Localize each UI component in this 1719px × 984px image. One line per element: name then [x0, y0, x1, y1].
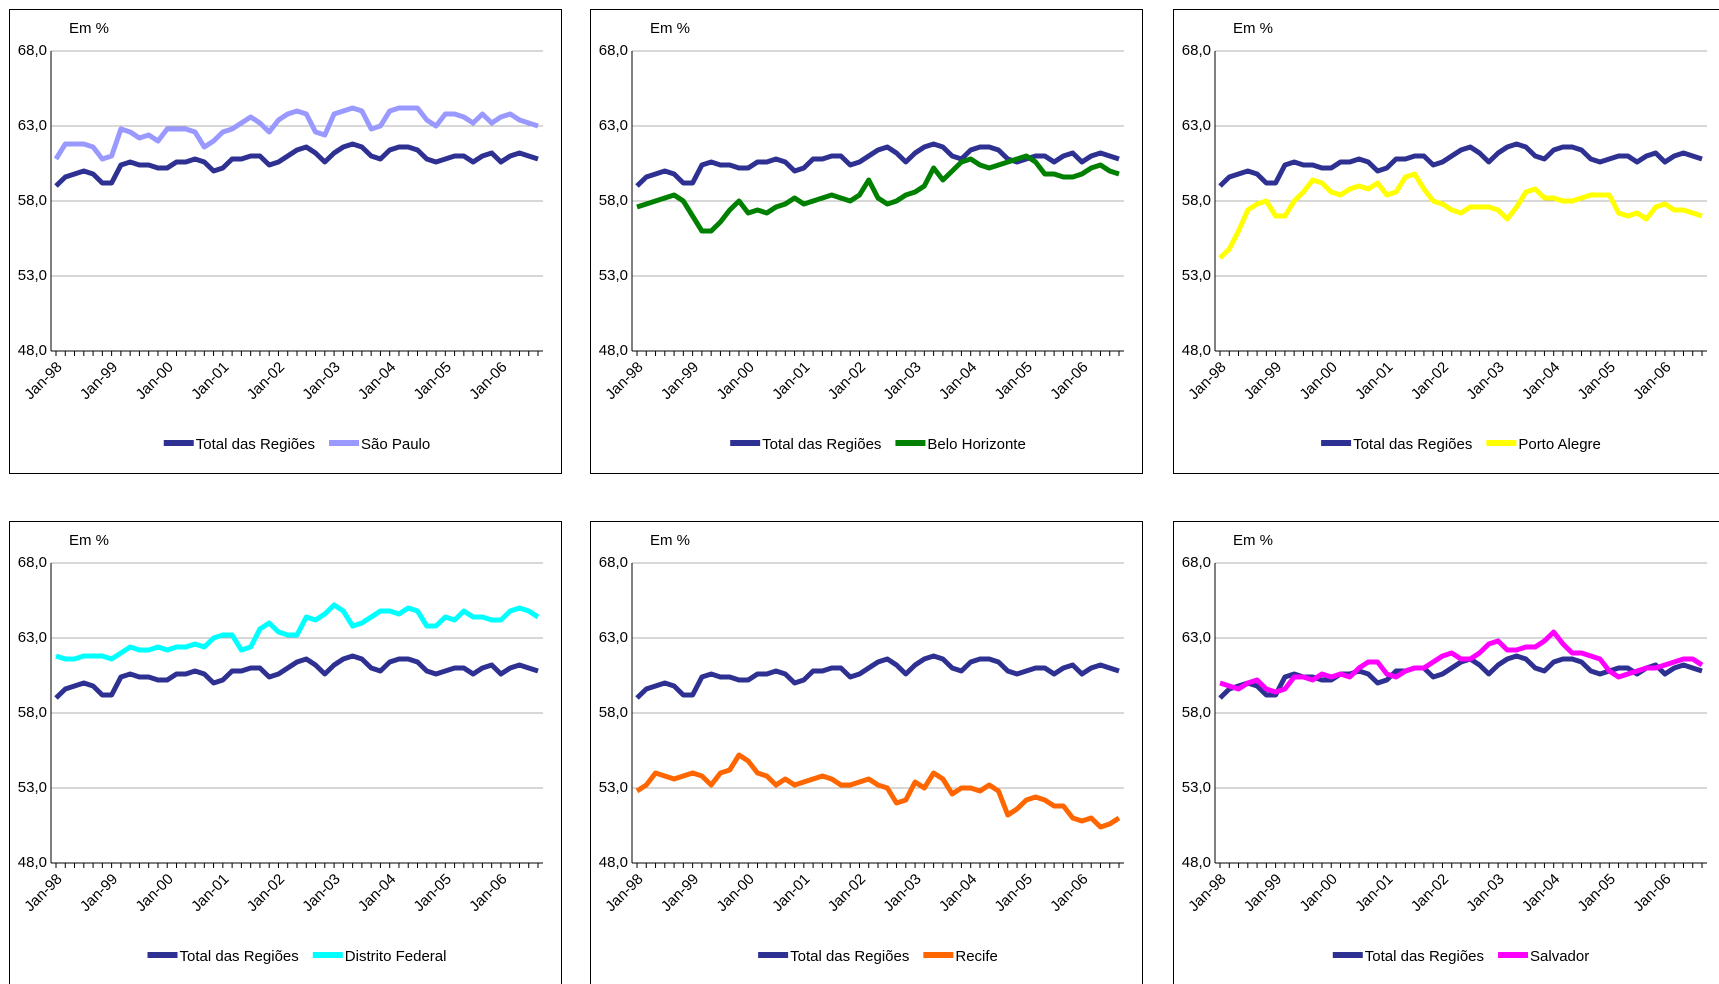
y-tick-label: 53,0 — [1182, 267, 1211, 284]
y-tick-label: 48,0 — [1182, 854, 1211, 871]
y-tick-label: 68,0 — [18, 42, 47, 59]
panel-border — [590, 521, 1143, 984]
y-tick-label: 53,0 — [1182, 779, 1211, 796]
panel-border — [9, 9, 562, 474]
legend-label: Belo Horizonte — [927, 436, 1025, 453]
y-tick-label: 58,0 — [18, 192, 47, 209]
y-tick-label: 68,0 — [599, 42, 628, 59]
legend: Total das Regiões São Paulo — [163, 436, 430, 453]
y-tick-label: 68,0 — [1182, 42, 1211, 59]
y-tick-label: 63,0 — [18, 117, 47, 134]
panel-border — [9, 521, 562, 984]
y-tick-label: 68,0 — [1182, 554, 1211, 571]
y-tick-label: 63,0 — [599, 629, 628, 646]
series-line — [55, 602, 540, 662]
legend: Total das Regiões Distrito Federal — [147, 948, 447, 965]
y-tick-label: 53,0 — [599, 267, 628, 284]
y-axis-label: Em % — [650, 532, 690, 549]
y-axis-label: Em % — [69, 532, 109, 549]
legend-label: Recife — [955, 948, 998, 965]
y-tick-label: 58,0 — [1182, 192, 1211, 209]
legend-label: Total das Regiões — [1353, 436, 1472, 453]
legend-label: Total das Regiões — [1365, 948, 1484, 965]
y-tick-label: 63,0 — [18, 629, 47, 646]
y-tick-label: 48,0 — [18, 342, 47, 359]
y-tick-label: 58,0 — [1182, 704, 1211, 721]
legend-label: Total das Regiões — [196, 436, 315, 453]
series-line — [1219, 629, 1704, 695]
legend-label: Total das Regiões — [762, 436, 881, 453]
y-tick-label: 48,0 — [599, 854, 628, 871]
legend-label: Total das Regiões — [790, 948, 909, 965]
y-tick-label: 63,0 — [1182, 629, 1211, 646]
legend: Total das Regiões Recife — [758, 948, 998, 965]
y-tick-label: 53,0 — [18, 779, 47, 796]
series-line — [635, 141, 1120, 188]
y-tick-label: 58,0 — [18, 704, 47, 721]
y-tick-label: 48,0 — [599, 342, 628, 359]
legend-label: Porto Alegre — [1518, 436, 1601, 453]
y-axis-label: Em % — [650, 20, 690, 37]
series-line — [54, 653, 539, 700]
legend: Total das Regiões Porto Alegre — [1321, 436, 1601, 453]
panel-border — [1173, 521, 1719, 984]
y-tick-label: 63,0 — [599, 117, 628, 134]
legend: Total das Regiões Salvador — [1332, 948, 1589, 965]
panel-border — [590, 9, 1143, 474]
y-tick-label: 48,0 — [1182, 342, 1211, 359]
series-line — [636, 153, 1120, 234]
y-axis-label: Em % — [1233, 20, 1273, 37]
series-line — [635, 653, 1120, 700]
y-tick-label: 63,0 — [1182, 117, 1211, 134]
series-line — [53, 105, 539, 162]
y-tick-label: 53,0 — [18, 267, 47, 284]
y-axis-label: Em % — [1233, 532, 1273, 549]
panel-border — [1173, 9, 1719, 474]
series-line — [54, 141, 539, 188]
legend-label: Total das Regiões — [180, 948, 299, 965]
legend-label: Salvador — [1530, 948, 1589, 965]
legend-label: Distrito Federal — [345, 948, 447, 965]
legend-label: São Paulo — [361, 436, 430, 453]
series-line — [1218, 141, 1703, 188]
legend: Total das Regiões Belo Horizonte — [730, 436, 1026, 453]
y-tick-label: 58,0 — [599, 192, 628, 209]
y-tick-label: 48,0 — [18, 854, 47, 871]
y-tick-label: 68,0 — [599, 554, 628, 571]
series-line — [635, 752, 1121, 830]
series-line — [1218, 171, 1703, 260]
y-axis-label: Em % — [69, 20, 109, 37]
y-tick-label: 53,0 — [599, 779, 628, 796]
y-tick-label: 58,0 — [599, 704, 628, 721]
y-tick-label: 68,0 — [18, 554, 47, 571]
